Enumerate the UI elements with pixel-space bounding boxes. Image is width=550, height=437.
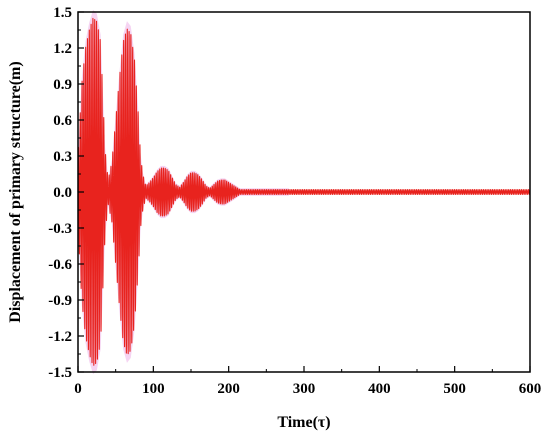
y-tick-label: -0.9 xyxy=(48,293,72,309)
x-tick-label: 400 xyxy=(368,381,391,397)
y-tick-label: -1.2 xyxy=(48,329,72,345)
x-axis-title: Time(τ) xyxy=(277,414,330,431)
x-axis-ticks: 0 100 200 300 400 500 600 xyxy=(74,366,541,397)
y-tick-label: 0.6 xyxy=(53,113,72,129)
x-tick-label: 300 xyxy=(293,381,316,397)
x-tick-label: 0 xyxy=(74,381,82,397)
plot-area xyxy=(77,9,531,375)
y-axis-ticks: 1.5 1.2 0.9 0.6 0.3 0.0 -0.3 -0.6 -0.9 -1.2 -1.5 xyxy=(48,5,84,381)
y-tick-label: 0.9 xyxy=(53,77,72,93)
y-tick-label: -0.3 xyxy=(48,221,72,237)
y-tick-label: 1.2 xyxy=(53,41,72,57)
y-axis-title: Displacement of primary structure(m) xyxy=(7,61,24,322)
x-tick-label: 500 xyxy=(443,381,466,397)
x-tick-label: 200 xyxy=(217,381,240,397)
y-tick-label: 0.3 xyxy=(53,149,72,165)
y-tick-label: -1.5 xyxy=(48,365,72,381)
y-tick-label: 1.5 xyxy=(53,5,72,21)
x-tick-label: 100 xyxy=(142,381,165,397)
y-tick-label: 0.0 xyxy=(53,185,72,201)
series-line xyxy=(77,17,531,366)
series-layer xyxy=(77,17,531,366)
x-tick-label: 600 xyxy=(519,381,542,397)
y-tick-label: -0.6 xyxy=(48,257,72,273)
